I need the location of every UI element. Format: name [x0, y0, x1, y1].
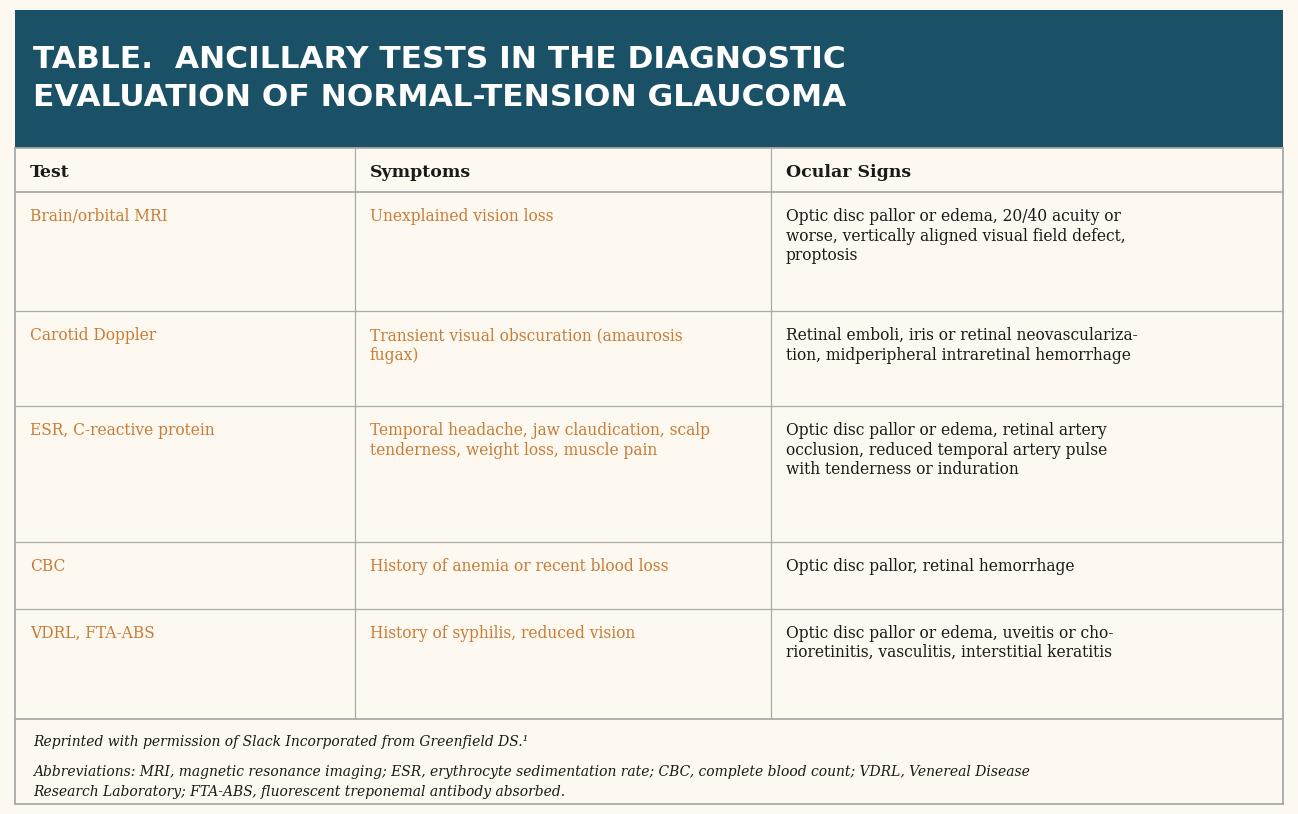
Text: rioretinitis, vasculitis, interstitial keratitis: rioretinitis, vasculitis, interstitial k… — [785, 644, 1111, 661]
Text: fugax): fugax) — [370, 347, 419, 364]
Text: Carotid Doppler: Carotid Doppler — [30, 327, 156, 344]
Text: VDRL, FTA-ABS: VDRL, FTA-ABS — [30, 624, 154, 641]
Text: Brain/orbital MRI: Brain/orbital MRI — [30, 208, 167, 225]
Text: tenderness, weight loss, muscle pain: tenderness, weight loss, muscle pain — [370, 442, 657, 459]
Text: ESR, C-reactive protein: ESR, C-reactive protein — [30, 422, 214, 440]
Text: Symptoms: Symptoms — [370, 164, 471, 181]
Text: Optic disc pallor or edema, 20/40 acuity or: Optic disc pallor or edema, 20/40 acuity… — [785, 208, 1120, 225]
Text: Ocular Signs: Ocular Signs — [785, 164, 911, 181]
Text: worse, vertically aligned visual field defect,: worse, vertically aligned visual field d… — [785, 227, 1125, 244]
Text: Transient visual obscuration (amaurosis: Transient visual obscuration (amaurosis — [370, 327, 683, 344]
Text: Unexplained vision loss: Unexplained vision loss — [370, 208, 553, 225]
Text: with tenderness or induration: with tenderness or induration — [785, 462, 1019, 479]
Text: CBC: CBC — [30, 558, 65, 575]
Text: tion, midperipheral intraretinal hemorrhage: tion, midperipheral intraretinal hemorrh… — [785, 347, 1131, 364]
Text: History of anemia or recent blood loss: History of anemia or recent blood loss — [370, 558, 668, 575]
Text: TABLE.  ANCILLARY TESTS IN THE DIAGNOSTIC: TABLE. ANCILLARY TESTS IN THE DIAGNOSTIC — [32, 46, 846, 75]
Text: EVALUATION OF NORMAL-TENSION GLAUCOMA: EVALUATION OF NORMAL-TENSION GLAUCOMA — [32, 84, 846, 112]
Text: proptosis: proptosis — [785, 247, 858, 264]
Text: Optic disc pallor or edema, uveitis or cho-: Optic disc pallor or edema, uveitis or c… — [785, 624, 1114, 641]
Text: Research Laboratory; FTA-ABS, fluorescent treponemal antibody absorbed.: Research Laboratory; FTA-ABS, fluorescen… — [32, 785, 565, 799]
Text: Reprinted with permission of Slack Incorporated from Greenfield DS.¹: Reprinted with permission of Slack Incor… — [32, 735, 528, 749]
Bar — [16, 148, 1282, 804]
Text: Optic disc pallor or edema, retinal artery: Optic disc pallor or edema, retinal arte… — [785, 422, 1106, 440]
Text: Temporal headache, jaw claudication, scalp: Temporal headache, jaw claudication, sca… — [370, 422, 710, 440]
Bar — [16, 10, 1282, 148]
Text: Retinal emboli, iris or retinal neovasculariza-: Retinal emboli, iris or retinal neovascu… — [785, 327, 1137, 344]
Text: History of syphilis, reduced vision: History of syphilis, reduced vision — [370, 624, 635, 641]
Text: occlusion, reduced temporal artery pulse: occlusion, reduced temporal artery pulse — [785, 442, 1107, 459]
Text: Test: Test — [30, 164, 70, 181]
Text: Abbreviations: MRI, magnetic resonance imaging; ESR, erythrocyte sedimentation r: Abbreviations: MRI, magnetic resonance i… — [32, 765, 1029, 779]
Text: Optic disc pallor, retinal hemorrhage: Optic disc pallor, retinal hemorrhage — [785, 558, 1075, 575]
